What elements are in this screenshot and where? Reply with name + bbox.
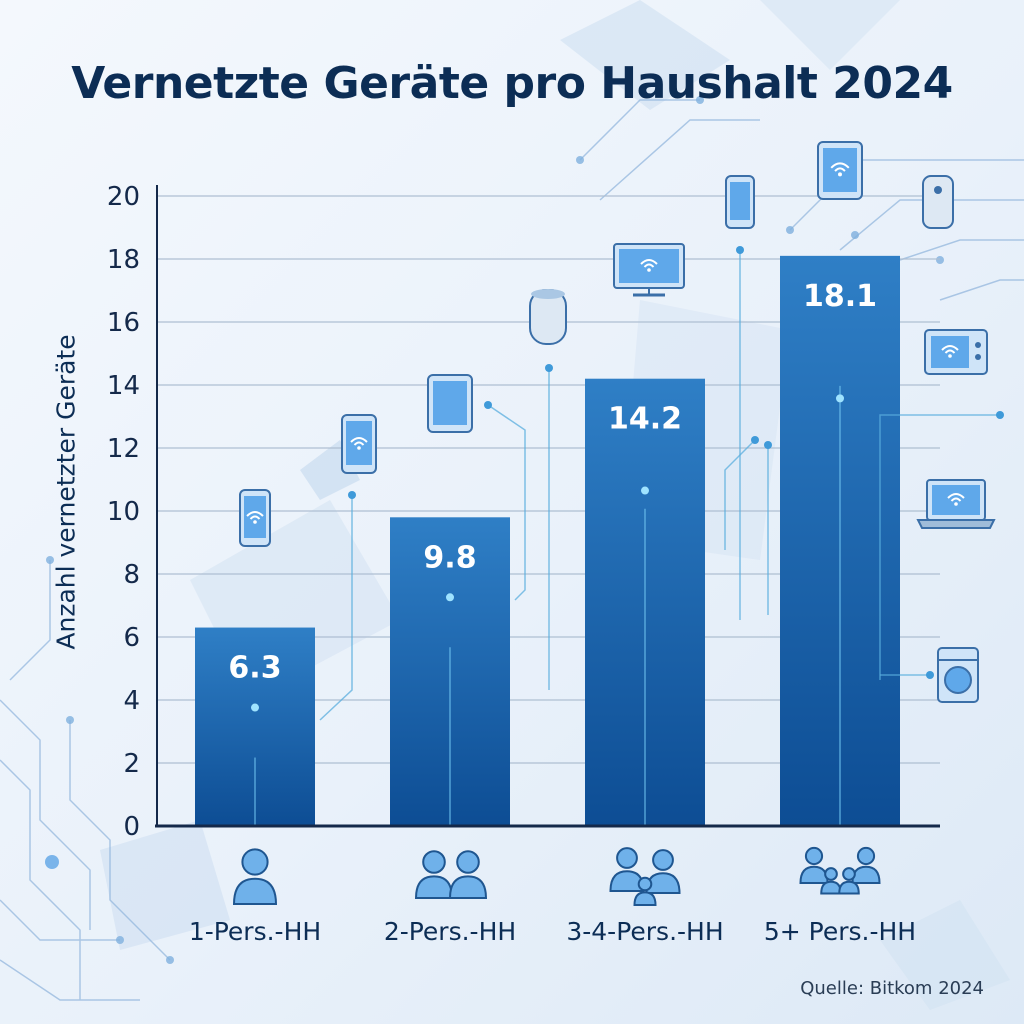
couple-icon <box>414 850 488 899</box>
bar-value-label: 9.8 <box>423 540 476 575</box>
connector-line <box>879 414 1000 680</box>
connector-node <box>996 411 1004 419</box>
smartphone-icon <box>341 414 377 474</box>
y-tick-label: 0 <box>123 812 140 842</box>
y-tick-label: 8 <box>123 560 140 590</box>
connector-line <box>319 495 353 721</box>
smart-speaker-icon <box>922 175 954 229</box>
connector-node <box>484 401 492 409</box>
connector-node <box>926 671 934 679</box>
y-tick-label: 20 <box>107 182 140 212</box>
tablet-icon <box>817 141 863 200</box>
y-tick-label: 4 <box>123 686 140 716</box>
y-tick-label: 6 <box>123 623 140 653</box>
connector-line <box>487 404 526 601</box>
smartphone-icon <box>239 489 271 547</box>
connector-node <box>751 436 759 444</box>
bar-glow-dot <box>446 593 454 602</box>
washing-machine-icon <box>937 647 979 703</box>
bar-glow-dot <box>251 703 259 712</box>
x-tick-label: 2-Pers.-HH <box>384 917 516 946</box>
bar-value-label: 18.1 <box>803 279 877 314</box>
microwave-icon <box>924 329 988 375</box>
family-icon <box>609 847 681 906</box>
y-tick-label: 10 <box>107 497 140 527</box>
source-note: Quelle: Bitkom 2024 <box>800 978 984 999</box>
y-tick-label: 2 <box>123 749 140 779</box>
x-tick-label: 1-Pers.-HH <box>189 917 321 946</box>
smart-speaker-icon <box>529 289 567 345</box>
y-tick-label: 14 <box>107 371 140 401</box>
y-axis-label: Anzahl vernetzter Geräte <box>51 334 81 650</box>
bar-glow-dot <box>641 486 649 495</box>
large-family-icon <box>799 846 881 895</box>
y-tick-label: 16 <box>107 308 140 338</box>
bar-value-label: 14.2 <box>608 402 682 437</box>
x-tick-label: 3-4-Pers.-HH <box>566 917 723 946</box>
bar-glow-dot <box>836 394 844 403</box>
tablet-icon <box>427 374 473 433</box>
connector-node <box>545 364 553 372</box>
connector-node <box>736 246 744 254</box>
chart-title: Vernetzte Geräte pro Haushalt 2024 <box>71 58 953 109</box>
connector-node <box>348 491 356 499</box>
y-tick-label: 12 <box>107 434 140 464</box>
laptop-icon <box>916 479 996 529</box>
x-tick-label: 5+ Pers.-HH <box>764 917 916 946</box>
bar-value-label: 6.3 <box>228 651 281 686</box>
y-tick-label: 18 <box>107 245 140 275</box>
single-person-icon <box>232 848 278 905</box>
connector-node <box>764 441 772 449</box>
smartphone-icon <box>725 175 755 229</box>
tv-icon <box>613 243 685 297</box>
connector-line <box>724 439 756 550</box>
